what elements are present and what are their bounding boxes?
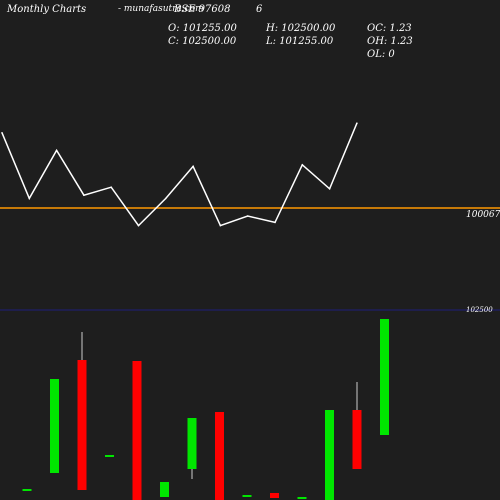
symbol-title: - munafasutra.com [118, 4, 204, 14]
price-line-point [165, 197, 167, 200]
ohlc-high: H: 102500.00 [266, 23, 336, 34]
candle-down [270, 493, 279, 498]
header-number: 6 [256, 4, 263, 15]
ohlc-ol: OL: 0 [367, 49, 395, 60]
price-line-point [219, 224, 222, 227]
ohlc-oh: OH: 1.23 [367, 36, 413, 47]
price-line-point [328, 188, 331, 190]
candle-down [132, 361, 142, 500]
candle-up [325, 410, 334, 500]
price-line-point [55, 149, 58, 152]
price-line-point [274, 221, 276, 224]
price-line-point [83, 194, 85, 196]
candle-up [22, 489, 32, 491]
candle-up [242, 495, 252, 497]
candle-up [50, 379, 59, 473]
candle-down [215, 412, 224, 500]
exchange-code: BSE 97608 [174, 4, 231, 15]
reference-line-label: 100067 [466, 210, 500, 220]
ohlc-low: L: 101255.00 [266, 36, 334, 47]
price-line-point [192, 165, 194, 168]
price-line-point [28, 197, 31, 200]
marker-line-label: 102500 [466, 306, 493, 314]
price-line-point [137, 224, 140, 227]
candle-up [187, 418, 197, 469]
candle-up [160, 482, 169, 497]
ohlc-open: O: 101255.00 [168, 23, 237, 34]
price-line-point [246, 215, 249, 217]
brand-label: Monthly Charts [7, 4, 87, 15]
price-line-point [1, 132, 3, 134]
candle-down [352, 410, 362, 469]
price-line-point [301, 164, 304, 166]
candle-up [380, 319, 389, 435]
ohlc-close: C: 102500.00 [168, 36, 237, 47]
price-line-point [110, 186, 112, 188]
candle-down [77, 360, 87, 490]
price-line-point [356, 122, 358, 124]
candle-up [105, 455, 114, 457]
candle-up [297, 497, 307, 499]
ohlc-oc: OC: 1.23 [367, 23, 412, 34]
price-line [1, 122, 358, 227]
